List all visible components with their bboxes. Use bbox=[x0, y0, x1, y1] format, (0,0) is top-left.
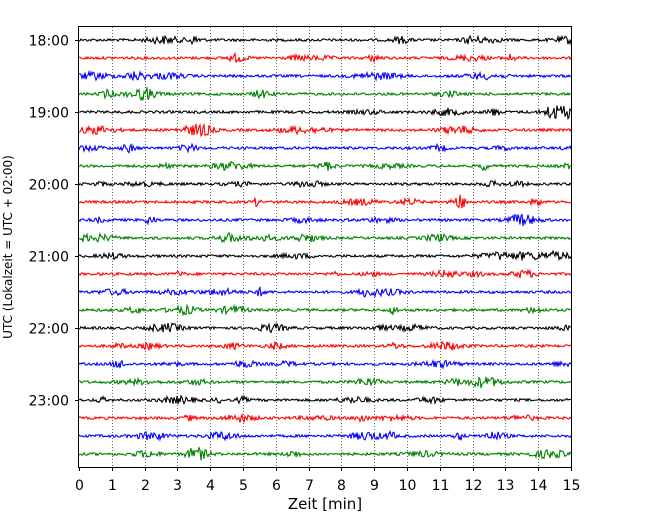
trace-row-1900 bbox=[78, 105, 572, 121]
y-tick-label-2100: 21:00 bbox=[29, 250, 69, 266]
trace-row-2215 bbox=[78, 339, 572, 352]
trace-row-2300 bbox=[78, 394, 572, 406]
trace-row-2230 bbox=[78, 358, 572, 370]
x-tick-label-14: 14 bbox=[530, 478, 548, 494]
x-tick-label-4: 4 bbox=[206, 478, 215, 494]
trace-row-1800 bbox=[78, 34, 572, 46]
trace-row-2100 bbox=[78, 249, 572, 262]
x-tick-label-10: 10 bbox=[399, 478, 417, 494]
y-axis-label: UTC (Lokalzeit = UTC + 02:00) bbox=[1, 155, 15, 339]
x-tick-label-2: 2 bbox=[141, 478, 150, 494]
trace-row-2045 bbox=[78, 231, 572, 244]
trace-row-2315 bbox=[78, 412, 572, 424]
trace-row-2145 bbox=[78, 303, 572, 317]
x-tick-label-15: 15 bbox=[563, 478, 581, 494]
trace-row-2030 bbox=[78, 213, 572, 227]
trace-row-2115 bbox=[78, 268, 572, 279]
seismogram-traces bbox=[78, 34, 572, 461]
x-tick-label-12: 12 bbox=[465, 478, 483, 494]
x-tick-label-7: 7 bbox=[305, 478, 314, 494]
trace-row-2130 bbox=[78, 285, 572, 299]
plot-frame bbox=[78, 26, 572, 468]
trace-row-2245 bbox=[78, 376, 572, 389]
x-tick-label-6: 6 bbox=[272, 478, 281, 494]
trace-row-2345 bbox=[78, 445, 572, 461]
y-tick-label-1900: 19:00 bbox=[29, 106, 69, 122]
x-tick-label-5: 5 bbox=[239, 478, 248, 494]
trace-row-2330 bbox=[78, 429, 572, 442]
trace-row-1830 bbox=[78, 69, 572, 82]
trace-row-1945 bbox=[78, 160, 572, 172]
trace-row-1845 bbox=[78, 87, 572, 102]
x-axis-label: Zeit [min] bbox=[288, 495, 362, 513]
x-axis-ticks: 0 1 2 3 4 5 6 7 8 9 10 11 12 13 14 15 bbox=[75, 467, 580, 494]
trace-row-1815 bbox=[78, 51, 572, 63]
y-axis-ticks: 18:00 19:00 20:00 21:00 22:00 23:00 bbox=[29, 34, 79, 410]
y-tick-label-1800: 18:00 bbox=[29, 34, 69, 50]
grid-lines bbox=[112, 27, 539, 467]
trace-row-2200 bbox=[78, 322, 572, 334]
y-tick-label-2300: 23:00 bbox=[29, 394, 69, 410]
trace-row-1915 bbox=[78, 122, 572, 138]
x-tick-label-3: 3 bbox=[173, 478, 182, 494]
x-tick-label-9: 9 bbox=[370, 478, 379, 494]
trace-row-1930 bbox=[78, 142, 572, 154]
y-tick-label-2000: 20:00 bbox=[29, 178, 69, 194]
x-tick-label-13: 13 bbox=[497, 478, 515, 494]
x-tick-label-1: 1 bbox=[108, 478, 117, 494]
x-tick-label-8: 8 bbox=[337, 478, 346, 494]
trace-row-2015 bbox=[78, 194, 572, 209]
x-tick-label-0: 0 bbox=[75, 478, 84, 494]
trace-row-2000 bbox=[78, 179, 572, 189]
y-tick-label-2200: 22:00 bbox=[29, 322, 69, 338]
x-tick-label-11: 11 bbox=[432, 478, 450, 494]
